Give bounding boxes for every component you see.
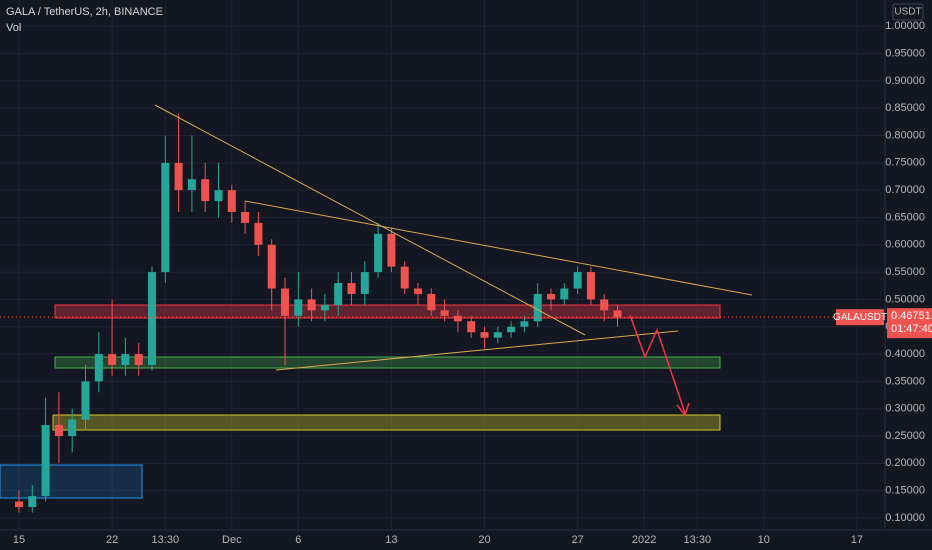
candle-body xyxy=(307,299,316,311)
y-tick-label: 0.70000 xyxy=(885,184,925,196)
candle-body xyxy=(480,332,489,338)
target-zone xyxy=(52,414,721,431)
y-tick-label: 0.25000 xyxy=(885,430,925,442)
y-tick-label: 0.15000 xyxy=(885,485,925,497)
y-tick-label: 0.60000 xyxy=(885,239,925,251)
candle-body xyxy=(15,501,23,508)
candle-body xyxy=(573,272,582,289)
candle-body xyxy=(374,233,383,273)
symbol-label: GALAUSDT xyxy=(833,312,887,323)
candle-body xyxy=(586,272,595,300)
candle-body xyxy=(533,293,542,322)
x-tick-label: 15 xyxy=(13,534,25,546)
x-tick-label: 13:30 xyxy=(684,534,712,546)
candle-body xyxy=(201,179,210,202)
candle-body xyxy=(613,310,622,318)
candle-body xyxy=(427,293,436,311)
countdown-label: 01:47:40 xyxy=(891,323,932,335)
candle-body xyxy=(187,179,196,191)
candle-body xyxy=(281,288,289,316)
candle-body xyxy=(174,162,183,191)
x-tick-label: 17 xyxy=(851,534,863,546)
candle-body xyxy=(121,354,130,365)
y-tick-label: 0.50000 xyxy=(885,293,925,305)
candle-body xyxy=(547,293,555,300)
y-tick-label: 1.00000 xyxy=(885,20,925,32)
y-tick-label: 0.75000 xyxy=(885,157,925,169)
support-zone xyxy=(54,356,721,369)
x-tick-label: Dec xyxy=(222,534,242,546)
y-tick-label: 0.80000 xyxy=(885,129,925,141)
x-tick-label: 27 xyxy=(571,534,583,546)
candle-body xyxy=(347,283,356,294)
candle-body xyxy=(414,288,422,294)
resistance-zone xyxy=(54,304,721,319)
candle-body xyxy=(600,299,609,311)
candle-body xyxy=(28,496,37,508)
candle-body xyxy=(68,419,77,437)
x-tick-label: 22 xyxy=(106,534,118,546)
trend-line xyxy=(275,330,679,371)
candle-body xyxy=(320,304,329,311)
candle-body xyxy=(334,283,343,305)
currency-box xyxy=(892,3,924,21)
candles xyxy=(15,113,622,513)
x-tick-label: 13:30 xyxy=(152,534,180,546)
indicator-label: Vol xyxy=(6,22,21,34)
trend-line xyxy=(244,200,753,296)
candle-body xyxy=(94,354,103,382)
candle-body xyxy=(400,266,409,289)
x-tick-label: 13 xyxy=(385,534,397,546)
candle-body xyxy=(493,332,502,338)
candle-body xyxy=(227,190,236,212)
y-tick-label: 0.90000 xyxy=(885,75,925,87)
candle-body xyxy=(254,222,263,245)
candle-body xyxy=(560,288,569,300)
candle-body xyxy=(148,272,156,365)
x-tick-label: 2022 xyxy=(632,534,656,546)
y-tick-label: 0.40000 xyxy=(885,348,925,360)
x-tick-label: 20 xyxy=(478,534,490,546)
zone-box xyxy=(0,464,143,499)
candle-body xyxy=(214,190,223,202)
y-tick-label: 0.65000 xyxy=(885,211,925,223)
candle-body xyxy=(41,425,50,497)
candle-body xyxy=(241,212,250,223)
last-price-tag xyxy=(887,308,932,339)
y-tick-label: 0.30000 xyxy=(885,403,925,415)
candle-body xyxy=(507,326,516,333)
candle-body xyxy=(54,425,63,437)
last-price-label: 0.46751 xyxy=(891,310,931,322)
currency-label: USDT xyxy=(894,7,921,18)
projection-arrow xyxy=(629,314,686,414)
symbol-tag xyxy=(836,309,884,326)
candle-body xyxy=(360,272,369,294)
y-tick-label: 0.10000 xyxy=(885,512,925,524)
y-tick-label: 0.95000 xyxy=(885,47,925,59)
arrow-head xyxy=(676,402,690,417)
x-tick-label: 6 xyxy=(295,534,301,546)
trend-line xyxy=(154,104,586,336)
y-tick-label: 0.55000 xyxy=(885,266,925,278)
x-tick-label: 10 xyxy=(758,534,770,546)
y-tick-label: 0.35000 xyxy=(885,375,925,387)
candle-body xyxy=(267,244,276,289)
candle-body xyxy=(520,321,529,327)
candle-body xyxy=(467,321,476,333)
y-tick-label: 0.20000 xyxy=(885,457,925,469)
candle-body xyxy=(161,162,170,273)
candle-body xyxy=(81,381,90,420)
candle-body xyxy=(453,315,462,322)
candle-body xyxy=(108,354,117,365)
candle-body xyxy=(440,310,449,316)
candle-body xyxy=(134,354,143,365)
chart-title: GALA / TetherUS, 2h, BINANCE xyxy=(6,6,163,18)
y-tick-label: 0.85000 xyxy=(885,102,925,114)
candle-body xyxy=(294,299,303,316)
candle-body xyxy=(387,233,396,267)
